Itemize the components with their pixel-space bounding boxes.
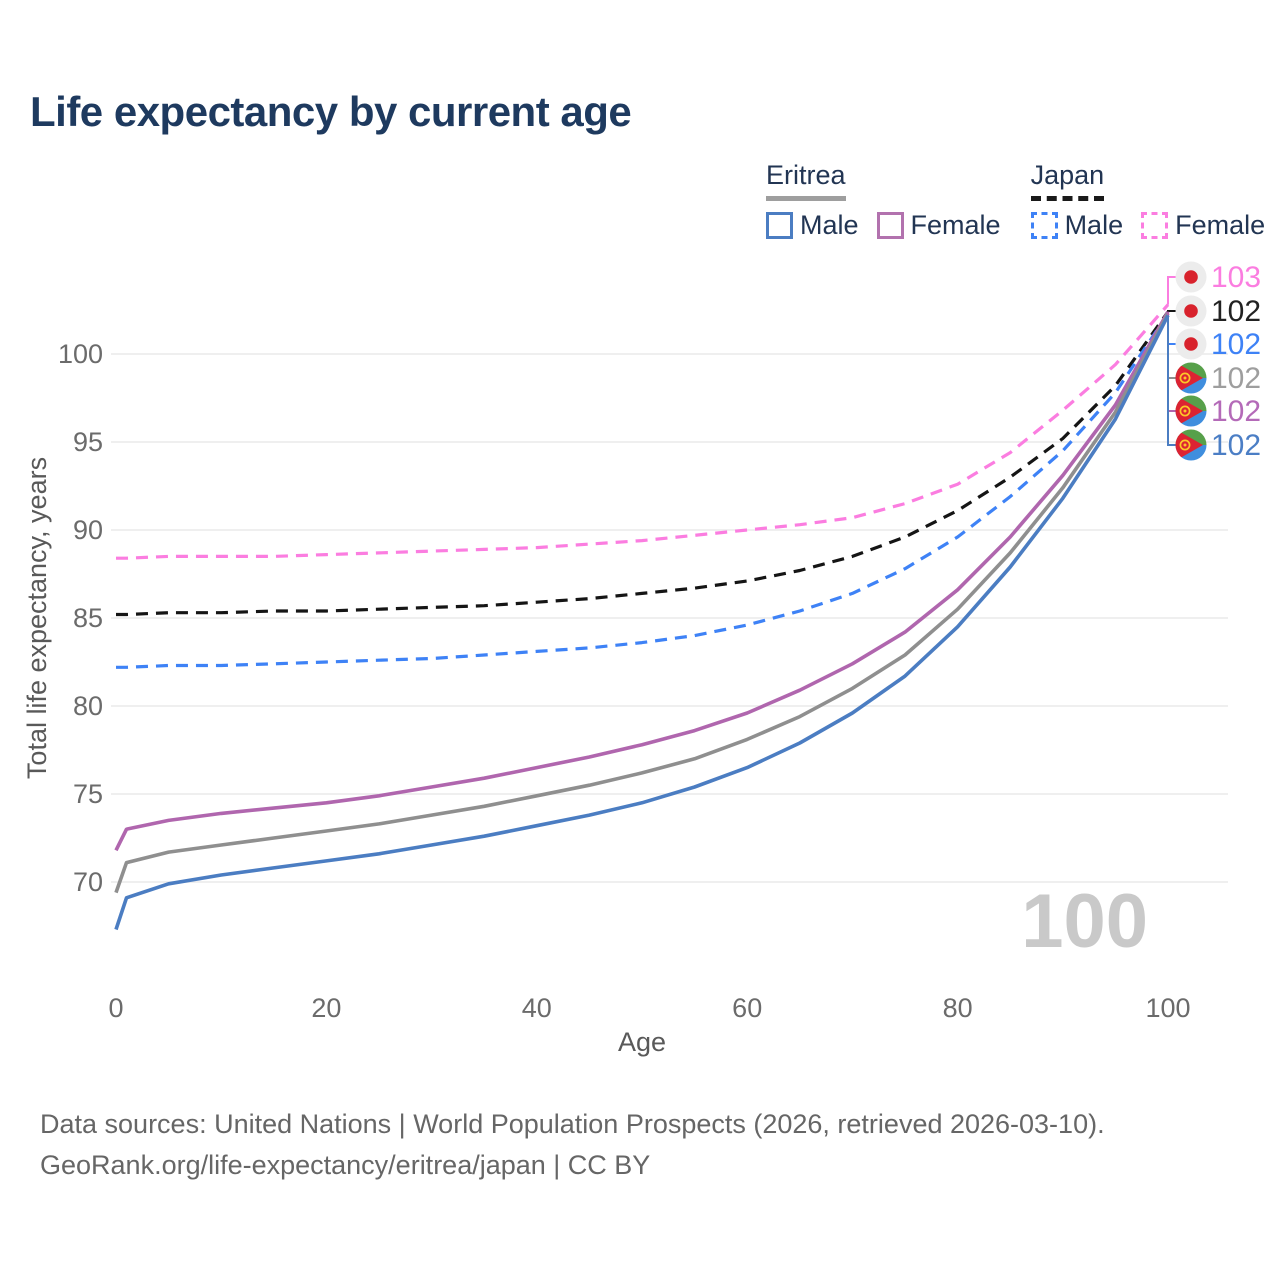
legend-item-japan-male[interactable]: Male <box>1030 210 1124 241</box>
japan-flag-icon <box>1175 261 1207 293</box>
x-axis-title: Age <box>618 1027 666 1057</box>
legend: Eritrea Male Female Japan Male Female <box>766 160 1265 241</box>
leader-line-eritrea-male <box>1167 315 1176 446</box>
x-tick-0: 0 <box>108 993 123 1023</box>
end-value-label-japan-both: 102 <box>1211 295 1261 328</box>
series-line-eritrea-male[interactable] <box>114 314 1170 931</box>
legend-item-label: Male <box>800 210 859 240</box>
y-axis-title: Total life expectancy, years <box>22 457 52 779</box>
series-line-japan-female[interactable] <box>116 303 1170 560</box>
legend-item-eritrea-female[interactable]: Female <box>876 210 1001 241</box>
series-line-eritrea-female[interactable] <box>114 310 1170 852</box>
leader-line-japan-male <box>1167 313 1176 345</box>
legend-item-label: Male <box>1064 210 1124 240</box>
y-tick-80: 80 <box>73 691 103 721</box>
y-tick-85: 85 <box>73 603 103 633</box>
x-tick-20: 20 <box>311 993 341 1023</box>
series-line-japan-both[interactable] <box>116 310 1170 617</box>
legend-item-japan-female[interactable]: Female <box>1141 210 1265 241</box>
end-value-label-eritrea-male: 102 <box>1211 429 1261 462</box>
footer-line-attribution: GeoRank.org/life-expectancy/eritrea/japa… <box>40 1150 651 1180</box>
legend-item-label: Female <box>1175 210 1266 240</box>
eritrea-female-swatch-icon <box>876 212 904 239</box>
leader-line-eritrea-both <box>1167 313 1176 379</box>
legend-group-eritrea: Eritrea Male Female <box>766 160 1001 241</box>
legend-group-japan: Japan Male Female <box>1030 160 1265 241</box>
eritrea-flag-icon <box>1175 362 1207 394</box>
japan-female-swatch-icon <box>1141 212 1169 239</box>
hovered-age-indicator: 100 <box>1021 879 1148 964</box>
eritrea-male-swatch-icon <box>766 212 793 239</box>
japan-flag-icon <box>1175 328 1207 360</box>
x-tick-60: 60 <box>732 993 762 1023</box>
end-value-label-japan-male: 102 <box>1211 328 1261 361</box>
legend-item-label: Female <box>910 210 1001 240</box>
eritrea-flag-icon <box>1175 395 1207 427</box>
y-tick-95: 95 <box>73 427 103 457</box>
page-title: Life expectancy by current age <box>30 88 632 135</box>
end-value-label-japan-female: 103 <box>1211 261 1261 294</box>
end-value-label-eritrea-female: 102 <box>1211 395 1261 428</box>
japan-male-swatch-icon <box>1030 212 1058 239</box>
japan-flag-icon <box>1175 295 1207 327</box>
x-tick-80: 80 <box>943 993 973 1023</box>
data-sources-footer: Data sources: United Nations | World Pop… <box>40 1104 1105 1186</box>
y-tick-75: 75 <box>73 779 103 809</box>
footer-line-sources: Data sources: United Nations | World Pop… <box>40 1109 1105 1139</box>
x-tick-40: 40 <box>522 993 552 1023</box>
series-line-japan-male[interactable] <box>116 312 1170 669</box>
leader-line-japan-female <box>1167 276 1176 305</box>
y-tick-70: 70 <box>73 867 103 897</box>
x-tick-100: 100 <box>1145 993 1190 1023</box>
legend-item-eritrea-male[interactable]: Male <box>766 210 859 241</box>
legend-country-eritrea: Eritrea <box>766 160 846 201</box>
y-tick-100: 100 <box>58 339 103 369</box>
series-line-eritrea-both[interactable] <box>114 312 1170 894</box>
y-tick-90: 90 <box>73 515 103 545</box>
end-value-label-eritrea-both: 102 <box>1211 362 1261 395</box>
leader-line-eritrea-female <box>1167 311 1176 412</box>
legend-country-japan: Japan <box>1030 160 1105 201</box>
leader-line-japan-both <box>1167 310 1176 312</box>
eritrea-flag-icon <box>1175 429 1207 461</box>
